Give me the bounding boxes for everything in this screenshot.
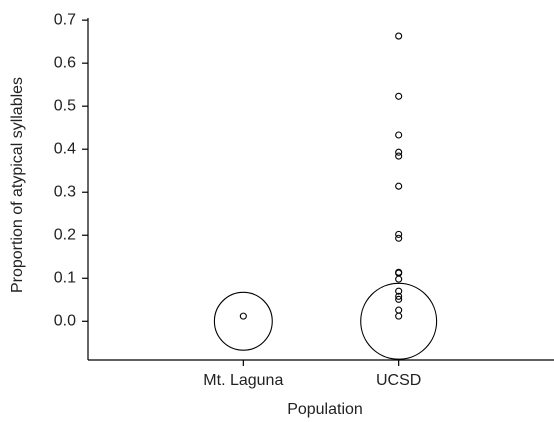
bubble [395,306,403,314]
bubble [395,230,403,238]
y-tick-label: 0.2 [54,226,76,243]
bubble [395,131,403,139]
bubble [395,234,403,242]
y-axis-label: Proportion of atypical syllables [9,77,26,293]
bubble [395,312,403,320]
y-tick-label: 0.7 [54,11,76,28]
bubble [239,312,247,320]
bubble [395,287,403,295]
bubble [395,148,403,156]
x-tick-label: Mt. Laguna [203,372,283,389]
bubble [395,275,403,283]
y-tick-label: 0.3 [54,183,76,200]
y-tick-label: 0.6 [54,54,76,71]
x-axis-label: Population [287,401,363,418]
bubble [360,282,438,360]
bubble [395,32,403,40]
bubble [213,291,273,351]
y-tick-label: 0.4 [54,140,76,157]
bubble [395,92,403,100]
y-tick-label: 0.1 [54,269,76,286]
bubble [395,292,403,300]
bubble [395,295,403,303]
x-tick-label: UCSD [376,372,421,389]
bubble [395,152,403,160]
bubble [395,182,403,190]
y-tick-label: 0.5 [54,97,76,114]
y-tick-label: 0.0 [54,313,76,330]
